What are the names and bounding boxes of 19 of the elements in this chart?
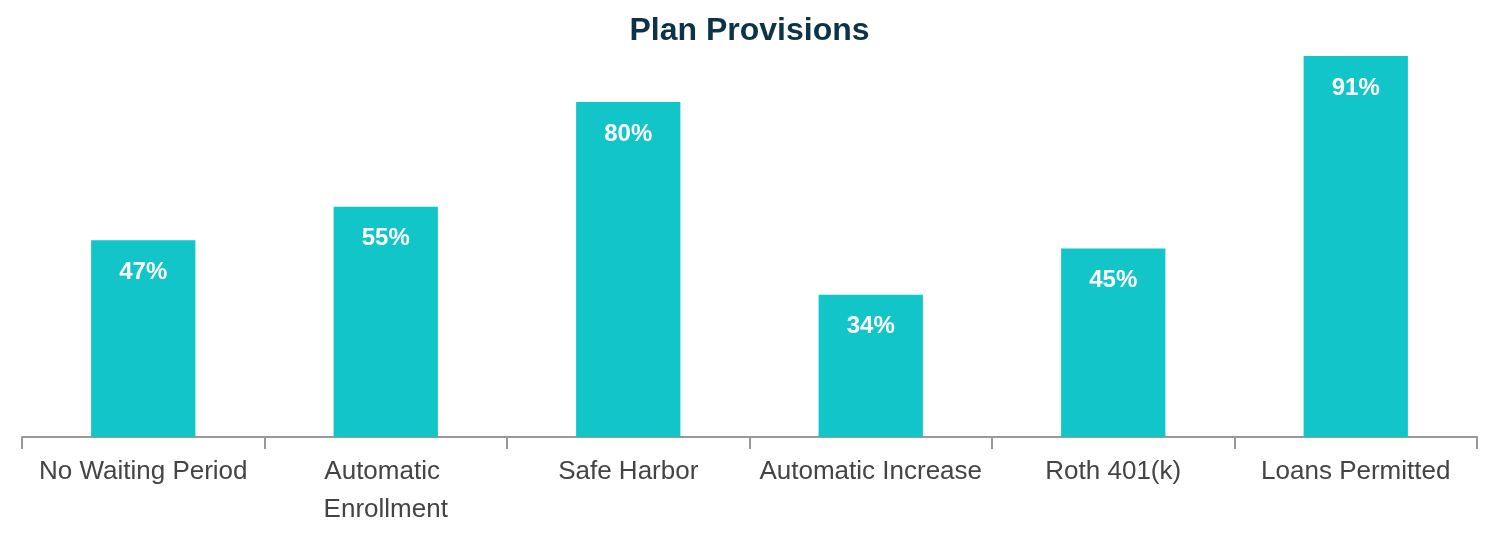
x-tick-label: Loans Permitted [1261, 455, 1451, 485]
bar [576, 102, 681, 437]
bar [1303, 56, 1408, 437]
data-label: 91% [1331, 72, 1380, 100]
bar [818, 294, 923, 437]
data-label: 45% [1089, 265, 1138, 293]
data-label: 47% [119, 256, 168, 284]
bar [333, 206, 438, 437]
x-tick-label: Safe Harbor [558, 455, 699, 485]
data-label: 34% [846, 311, 895, 339]
x-tick-label: No Waiting Period [38, 455, 248, 485]
data-label: 80% [604, 118, 653, 146]
chart-title: Plan Provisions [629, 11, 870, 47]
x-tick-label: Automatic Enrollment [323, 455, 449, 523]
x-tick-label: Roth 401(k) [1045, 455, 1182, 485]
bar [91, 240, 196, 437]
x-tick-label: Automatic Increase [759, 455, 983, 485]
data-label: 55% [361, 223, 410, 251]
bar [1061, 248, 1166, 437]
